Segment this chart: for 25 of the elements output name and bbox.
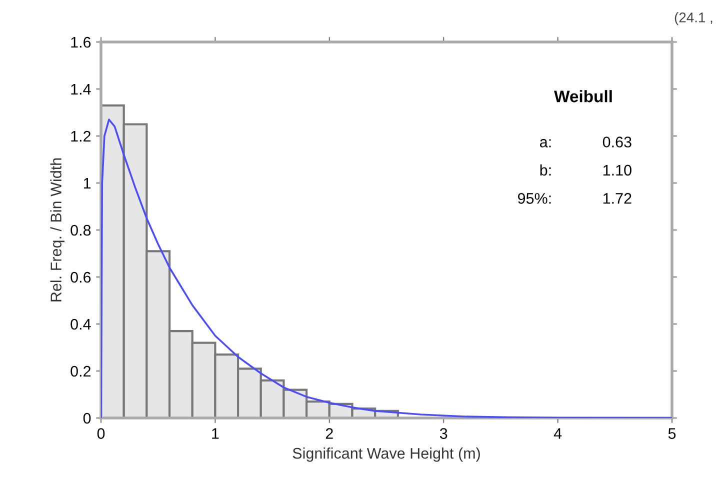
y-tick-label: 1.4 (71, 84, 91, 95)
annotation: b: (540, 164, 551, 176)
annotation: 0.63 (602, 136, 632, 148)
x-axis-title: Significant Wave Height (m) (292, 448, 480, 462)
y-tick-label: 1 (84, 178, 91, 189)
annotation: 95%: (518, 193, 551, 204)
y-axis-title: Rel. Freq. / Bin Width (50, 158, 64, 302)
x-tick-label: 0 (97, 428, 105, 439)
annotation: 1.72 (603, 193, 632, 204)
text: (24.1 , (674, 12, 712, 26)
x-tick-label: 2 (326, 428, 333, 439)
y-tick-label: 1.6 (71, 36, 91, 48)
x-tick-label: 4 (554, 428, 562, 439)
x-tick-label: 1 (212, 428, 219, 439)
annotation: a: (540, 139, 551, 148)
y-tick-label: 0.6 (70, 272, 91, 283)
y-tick-label: 1.2 (71, 130, 91, 142)
annotation: Weibull (554, 90, 612, 102)
y-tick-label: 0.8 (70, 224, 91, 236)
y-tick-label: 0.4 (70, 318, 91, 330)
y-tick-label: 0.2 (70, 366, 91, 377)
y-tick-label: 0 (83, 412, 91, 424)
x-tick-label: 3 (440, 428, 448, 439)
x-tick-label: 5 (668, 428, 676, 439)
annotation: 1.10 (603, 164, 632, 176)
